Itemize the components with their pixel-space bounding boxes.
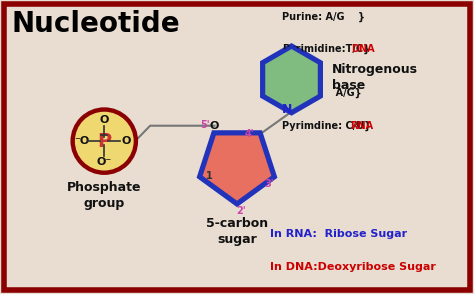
Polygon shape bbox=[201, 134, 273, 203]
Text: 4': 4' bbox=[245, 129, 254, 139]
Text: P: P bbox=[97, 132, 111, 151]
Text: Phosphate
group: Phosphate group bbox=[67, 181, 142, 210]
Text: Pyrimidine:T/C}: Pyrimidine:T/C} bbox=[282, 44, 370, 54]
Text: N: N bbox=[283, 103, 293, 116]
Text: DNA: DNA bbox=[351, 44, 374, 54]
Text: 5-carbon
sugar: 5-carbon sugar bbox=[206, 217, 268, 246]
Text: O: O bbox=[210, 121, 219, 131]
Text: O: O bbox=[122, 136, 131, 146]
Text: 2': 2' bbox=[236, 206, 246, 216]
Text: O⁻: O⁻ bbox=[97, 157, 112, 167]
Text: O: O bbox=[100, 115, 109, 125]
Text: Purine:    A/G}: Purine: A/G} bbox=[282, 88, 362, 98]
Text: 5': 5' bbox=[201, 120, 210, 130]
Text: Nitrogenous
base: Nitrogenous base bbox=[332, 63, 418, 92]
Text: RNA: RNA bbox=[350, 121, 373, 131]
Text: In RNA:  Ribose Sugar: In RNA: Ribose Sugar bbox=[270, 229, 407, 239]
Polygon shape bbox=[264, 47, 319, 112]
Circle shape bbox=[75, 112, 134, 171]
Text: Pyrimdine: C/U}: Pyrimdine: C/U} bbox=[282, 121, 371, 131]
Text: 3': 3' bbox=[264, 179, 274, 189]
Polygon shape bbox=[264, 47, 319, 112]
Text: Nucleotide: Nucleotide bbox=[12, 10, 181, 38]
Circle shape bbox=[71, 107, 138, 175]
Polygon shape bbox=[201, 134, 273, 203]
Text: Purine: A/G    }: Purine: A/G } bbox=[282, 12, 365, 22]
Text: ⁻O: ⁻O bbox=[74, 136, 90, 146]
Text: 1: 1 bbox=[206, 171, 213, 181]
Text: In DNA:Deoxyribose Sugar: In DNA:Deoxyribose Sugar bbox=[270, 262, 436, 272]
